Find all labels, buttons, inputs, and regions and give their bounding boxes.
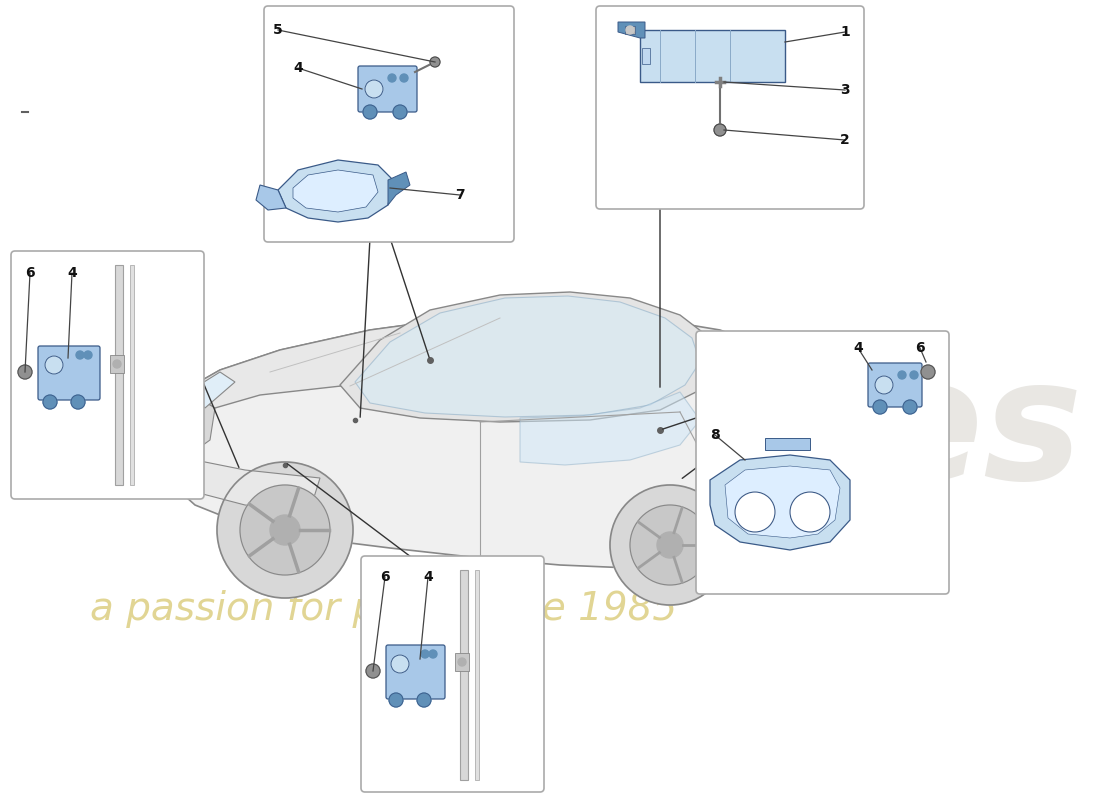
Circle shape <box>735 492 776 532</box>
Circle shape <box>76 351 84 359</box>
Circle shape <box>393 105 407 119</box>
FancyBboxPatch shape <box>386 645 446 699</box>
Circle shape <box>18 365 32 379</box>
Polygon shape <box>185 315 620 408</box>
Circle shape <box>240 485 330 575</box>
Polygon shape <box>355 296 700 417</box>
Circle shape <box>657 532 683 558</box>
Circle shape <box>630 505 710 585</box>
Polygon shape <box>278 160 393 222</box>
Circle shape <box>714 124 726 136</box>
Circle shape <box>45 356 63 374</box>
Text: 4: 4 <box>424 570 433 584</box>
FancyBboxPatch shape <box>361 556 544 792</box>
Circle shape <box>421 650 429 658</box>
Polygon shape <box>340 292 720 422</box>
Circle shape <box>921 365 935 379</box>
FancyBboxPatch shape <box>868 363 922 407</box>
Circle shape <box>363 105 377 119</box>
Polygon shape <box>155 390 214 458</box>
Text: 3: 3 <box>840 83 850 97</box>
Polygon shape <box>388 172 410 205</box>
Circle shape <box>429 650 437 658</box>
Text: 4: 4 <box>293 61 303 75</box>
Text: eurospares: eurospares <box>30 352 1084 515</box>
Polygon shape <box>293 170 378 212</box>
Bar <box>455 653 469 671</box>
Circle shape <box>113 360 121 368</box>
Polygon shape <box>155 315 815 568</box>
Circle shape <box>903 400 917 414</box>
Polygon shape <box>188 372 235 408</box>
Circle shape <box>84 351 92 359</box>
Bar <box>460 570 467 780</box>
Bar <box>625 26 635 34</box>
FancyBboxPatch shape <box>39 346 100 400</box>
Circle shape <box>790 492 830 532</box>
Bar <box>110 355 124 373</box>
Polygon shape <box>155 450 320 510</box>
Circle shape <box>388 74 396 82</box>
Circle shape <box>390 655 409 673</box>
Circle shape <box>874 376 893 394</box>
Circle shape <box>43 395 57 409</box>
Text: 2: 2 <box>840 133 850 147</box>
Bar <box>640 30 785 82</box>
Text: 5: 5 <box>273 23 283 37</box>
Circle shape <box>898 371 906 379</box>
Circle shape <box>610 485 730 605</box>
Circle shape <box>365 80 383 98</box>
FancyBboxPatch shape <box>596 6 864 209</box>
Circle shape <box>366 664 379 678</box>
Bar <box>475 570 478 780</box>
FancyBboxPatch shape <box>696 331 949 594</box>
Circle shape <box>217 462 353 598</box>
Bar <box>642 48 650 64</box>
Circle shape <box>873 400 887 414</box>
Text: 6: 6 <box>25 266 35 280</box>
Circle shape <box>910 371 918 379</box>
Text: 4: 4 <box>67 266 77 280</box>
Circle shape <box>430 57 440 67</box>
Bar <box>116 265 123 485</box>
Text: 7: 7 <box>455 188 465 202</box>
Text: 1: 1 <box>840 25 850 39</box>
Text: 6: 6 <box>915 341 925 355</box>
Polygon shape <box>764 438 810 450</box>
Polygon shape <box>520 392 700 465</box>
Circle shape <box>400 74 408 82</box>
Text: 4: 4 <box>854 341 862 355</box>
Circle shape <box>270 515 300 545</box>
Circle shape <box>458 658 466 666</box>
Circle shape <box>626 26 634 34</box>
Text: a passion for parts since 1985: a passion for parts since 1985 <box>90 590 678 628</box>
Text: 8: 8 <box>711 428 719 442</box>
Circle shape <box>72 395 85 409</box>
Bar <box>130 265 134 485</box>
Polygon shape <box>256 185 286 210</box>
Circle shape <box>417 693 431 707</box>
FancyBboxPatch shape <box>264 6 514 242</box>
FancyBboxPatch shape <box>11 251 204 499</box>
Polygon shape <box>618 22 645 38</box>
Circle shape <box>389 693 403 707</box>
Polygon shape <box>710 455 850 550</box>
Text: 6: 6 <box>381 570 389 584</box>
FancyBboxPatch shape <box>358 66 417 112</box>
Polygon shape <box>725 466 840 538</box>
